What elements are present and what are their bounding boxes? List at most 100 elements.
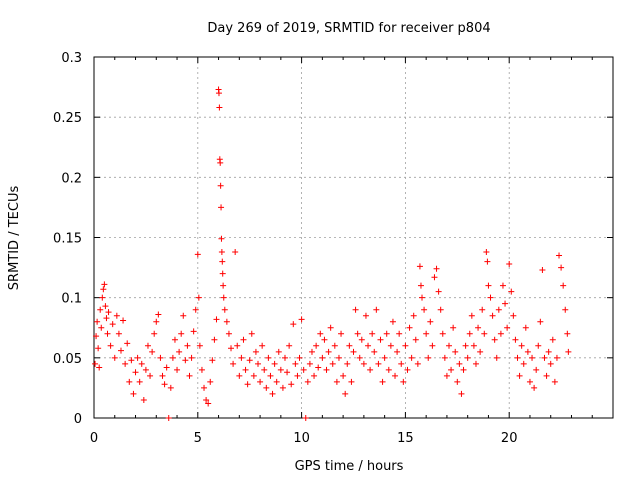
data-point-marker <box>335 354 342 361</box>
data-point-marker <box>240 336 247 343</box>
data-point-marker <box>541 354 548 361</box>
data-point-marker <box>466 330 473 337</box>
data-point-marker <box>417 282 424 289</box>
data-point-marker <box>294 372 301 379</box>
data-point-marker <box>178 330 185 337</box>
data-point-marker <box>535 342 542 349</box>
data-point-marker <box>497 330 504 337</box>
data-point-marker <box>308 348 315 355</box>
data-point-marker <box>325 348 332 355</box>
data-point-marker <box>545 348 552 355</box>
data-point-marker <box>512 336 519 343</box>
data-point-marker <box>124 340 131 347</box>
data-point-marker <box>385 366 392 373</box>
data-point-marker <box>520 360 527 367</box>
data-point-marker <box>217 182 224 189</box>
data-point-marker <box>468 312 475 319</box>
data-points <box>92 86 572 421</box>
data-point-marker <box>252 348 259 355</box>
data-point-marker <box>248 330 255 337</box>
data-point-marker <box>218 235 225 242</box>
chart-title: Day 269 of 2019, SRMTID for receiver p80… <box>207 21 490 36</box>
data-point-marker <box>169 354 176 361</box>
data-point-marker <box>105 309 112 316</box>
data-point-marker <box>423 330 430 337</box>
data-point-marker <box>317 330 324 337</box>
data-point-marker <box>406 324 413 331</box>
data-point-marker <box>416 263 423 270</box>
data-point-marker <box>564 330 571 337</box>
data-point-marker <box>250 372 257 379</box>
data-point-marker <box>448 366 455 373</box>
data-point-marker <box>219 270 226 277</box>
data-point-marker <box>174 366 181 373</box>
x-tick-label: 10 <box>293 431 310 446</box>
data-point-marker <box>323 366 330 373</box>
data-point-marker <box>234 342 241 349</box>
data-point-marker <box>377 336 384 343</box>
data-point-marker <box>284 369 291 376</box>
data-point-marker <box>485 282 492 289</box>
data-point-marker <box>562 306 569 313</box>
x-axis-label: GPS time / hours <box>295 459 404 474</box>
data-point-marker <box>98 324 105 331</box>
data-point-marker <box>255 360 262 367</box>
data-point-marker <box>441 354 448 361</box>
data-point-marker <box>96 364 103 371</box>
data-point-marker <box>136 378 143 385</box>
data-point-marker <box>508 288 515 295</box>
data-point-marker <box>539 266 546 273</box>
data-point-marker <box>493 354 500 361</box>
y-tick-label: 0.15 <box>53 232 82 247</box>
data-point-marker <box>134 354 141 361</box>
data-point-marker <box>410 312 417 319</box>
data-point-marker <box>340 372 347 379</box>
data-point-marker <box>437 306 444 313</box>
data-point-marker <box>201 384 208 391</box>
data-point-marker <box>92 360 99 367</box>
data-point-marker <box>344 360 351 367</box>
data-point-marker <box>298 316 305 323</box>
data-point-marker <box>425 354 432 361</box>
x-tick-label: 5 <box>194 431 202 446</box>
data-point-marker <box>516 372 523 379</box>
data-point-marker <box>101 281 108 288</box>
data-point-marker <box>526 378 533 385</box>
data-point-marker <box>408 354 415 361</box>
data-point-marker <box>342 390 349 397</box>
data-point-marker <box>277 366 284 373</box>
data-point-marker <box>259 342 266 349</box>
y-tick-label: 0 <box>74 412 82 427</box>
data-point-marker <box>288 381 295 388</box>
data-point-marker <box>400 378 407 385</box>
y-axis-label: SRMTID / TECUs <box>7 186 22 291</box>
data-point-marker <box>279 384 286 391</box>
data-point-marker <box>230 360 237 367</box>
data-point-marker <box>524 348 531 355</box>
data-point-marker <box>286 342 293 349</box>
data-point-marker <box>130 390 137 397</box>
data-point-marker <box>218 248 225 255</box>
data-point-marker <box>360 360 367 367</box>
data-point-marker <box>140 396 147 403</box>
data-point-marker <box>213 316 220 323</box>
data-point-marker <box>205 400 212 407</box>
data-point-marker <box>126 378 133 385</box>
data-point-marker <box>203 396 210 403</box>
data-point-marker <box>196 342 203 349</box>
data-point-marker <box>329 360 336 367</box>
data-point-marker <box>167 384 174 391</box>
data-point-marker <box>97 306 104 313</box>
data-point-marker <box>165 415 172 421</box>
data-point-marker <box>223 318 230 325</box>
data-point-marker <box>273 378 280 385</box>
data-point-marker <box>543 372 550 379</box>
data-point-marker <box>502 300 509 307</box>
data-point-marker <box>558 264 565 271</box>
data-point-marker <box>489 312 496 319</box>
data-point-marker <box>102 303 109 310</box>
data-point-marker <box>327 324 334 331</box>
data-point-marker <box>281 354 288 361</box>
data-point-marker <box>533 366 540 373</box>
